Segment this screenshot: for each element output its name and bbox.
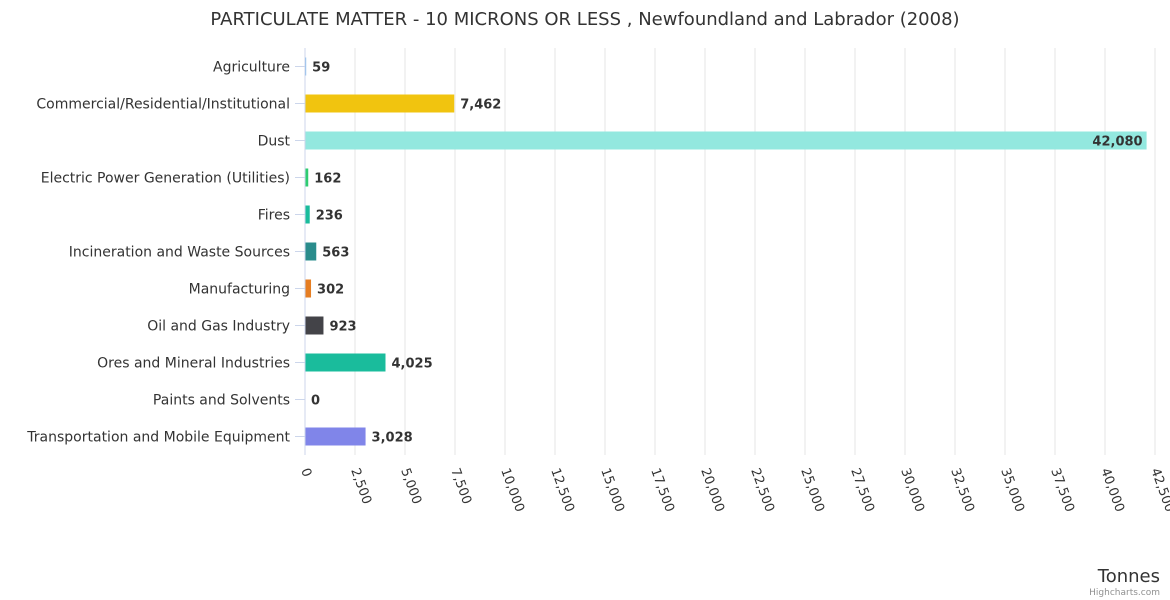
- bar[interactable]: [305, 353, 386, 372]
- category-label: Paints and Solvents: [153, 393, 290, 409]
- bar[interactable]: [305, 427, 366, 446]
- data-label: 4,025: [392, 357, 433, 372]
- tick-labels: 0 2,500 5,000 7,500 10,000 12,500 15,000 17,500…: [297, 466, 1170, 514]
- tick-label: 20,000: [697, 466, 727, 514]
- category-label: Commercial/Residential/Institutional: [36, 97, 290, 113]
- data-label: 923: [329, 320, 356, 335]
- bars: [305, 57, 1147, 446]
- tick-label: 12,500: [547, 466, 577, 514]
- data-label: 42,080: [1092, 135, 1142, 150]
- tick-label: 25,000: [797, 466, 827, 514]
- tick-label: 40,000: [1097, 466, 1127, 514]
- tick-label: 2,500: [347, 466, 374, 506]
- category-label: Manufacturing: [189, 282, 290, 298]
- bar[interactable]: [305, 168, 309, 187]
- category-label: Oil and Gas Industry: [147, 319, 290, 335]
- data-label: 7,462: [460, 98, 501, 113]
- data-label: 236: [316, 209, 343, 224]
- category-label: Transportation and Mobile Equipment: [26, 430, 290, 446]
- category-labels: Agriculture Commercial/Residential/Instit…: [26, 60, 305, 446]
- bar[interactable]: [305, 205, 310, 224]
- data-label: 59: [312, 61, 330, 76]
- bar[interactable]: [305, 131, 1147, 150]
- data-label: 0: [311, 394, 320, 409]
- credits-link[interactable]: Highcharts.com: [1089, 588, 1160, 598]
- tick-label: 42,500: [1147, 466, 1170, 514]
- data-label: 3,028: [372, 431, 413, 446]
- tick-label: 10,000: [497, 466, 527, 514]
- tick-label: 0: [297, 466, 314, 479]
- data-label: 563: [322, 246, 349, 261]
- tick-label: 5,000: [397, 466, 424, 506]
- category-label: Fires: [258, 208, 290, 224]
- data-label: 302: [317, 283, 344, 298]
- tick-label: 32,500: [947, 466, 977, 514]
- bar[interactable]: [305, 242, 317, 261]
- tick-label: 7,500: [447, 466, 474, 506]
- bar[interactable]: [305, 94, 455, 113]
- chart-title: PARTICULATE MATTER - 10 MICRONS OR LESS …: [210, 9, 959, 30]
- tick-label: 37,500: [1047, 466, 1077, 514]
- bar[interactable]: [305, 57, 307, 76]
- tick-label: 22,500: [747, 466, 777, 514]
- tick-label: 30,000: [897, 466, 927, 514]
- category-label: Agriculture: [213, 60, 290, 76]
- category-label: Ores and Mineral Industries: [97, 356, 290, 372]
- category-label: Incineration and Waste Sources: [69, 245, 290, 261]
- value-axis-title: Tonnes: [1097, 566, 1160, 587]
- bar[interactable]: [305, 279, 312, 298]
- tick-label: 35,000: [997, 466, 1027, 514]
- bar[interactable]: [305, 316, 324, 335]
- data-labels: 59 7,462 42,080 162 236 563 302 923 4,025 0 3,028: [311, 61, 1143, 446]
- tick-label: 17,500: [647, 466, 677, 514]
- grid-lines: [354, 48, 1156, 455]
- category-label: Electric Power Generation (Utilities): [41, 171, 290, 187]
- category-label: Dust: [258, 134, 291, 150]
- data-label: 162: [314, 172, 341, 187]
- tick-label: 15,000: [597, 466, 627, 514]
- tick-label: 27,500: [847, 466, 877, 514]
